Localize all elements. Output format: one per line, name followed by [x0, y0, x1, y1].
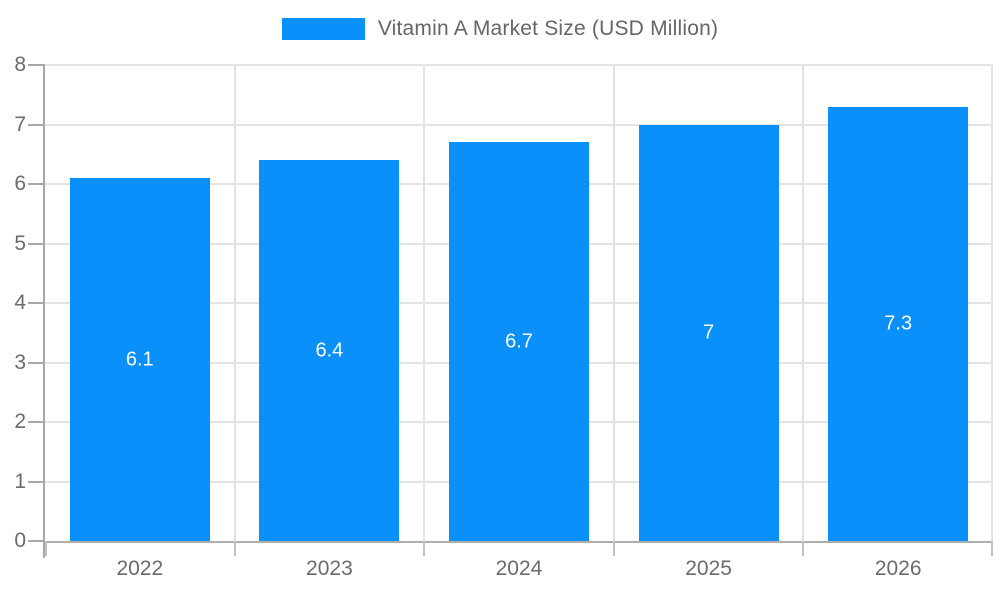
bar-2024[interactable]: 6.7: [448, 142, 589, 541]
y-axis-tick-mark: [28, 480, 45, 483]
gridline-y-8: [45, 64, 993, 66]
y-axis-tick-label: 0: [14, 529, 26, 552]
gridline-x-boundary: [423, 65, 426, 541]
gridline-x-boundary: [802, 65, 805, 541]
y-axis-tick-mark: [28, 361, 45, 364]
plot-area: 6.1 6.4 6.7 7 7.3: [43, 64, 993, 558]
x-axis-line: [45, 541, 993, 543]
y-axis-tick-mark: [28, 183, 45, 185]
bar-value-label: 7.3: [884, 312, 913, 335]
legend-swatch: [281, 18, 365, 40]
gridline-x-boundary: [612, 65, 615, 541]
y-axis-tick-mark: [28, 540, 45, 542]
x-axis-tick-mark: [991, 541, 993, 556]
x-axis-tick-mark: [612, 541, 615, 556]
gridline-x-boundary: [233, 65, 236, 541]
y-axis-tick-label: 8: [14, 53, 26, 76]
bar-value-label: 6.4: [315, 339, 344, 362]
bar-2023[interactable]: 6.4: [259, 160, 400, 541]
y-axis-line: [43, 65, 45, 558]
bar-2026[interactable]: 7.3: [828, 106, 969, 541]
y-axis-tick-label: 3: [14, 350, 26, 374]
x-axis-label-2025: 2025: [685, 557, 732, 580]
bar-2025[interactable]: 7: [638, 124, 779, 541]
y-axis-tick-mark: [28, 302, 45, 304]
gridline-x-boundary: [991, 65, 993, 541]
y-axis-tick-label: 6: [14, 172, 26, 195]
bar-value-label: 7: [703, 321, 715, 344]
x-axis-tick-mark: [802, 541, 805, 556]
x-axis-tick-mark: [423, 541, 426, 556]
y-axis-tick-mark: [28, 242, 45, 245]
gridline-y-7: [45, 123, 993, 126]
y-axis-tick-mark: [28, 64, 45, 66]
bar-value-label: 6.1: [125, 348, 154, 371]
x-axis-label-2024: 2024: [495, 557, 543, 580]
y-axis-tick-mark: [28, 123, 45, 126]
legend-label: Vitamin A Market Size (USD Million): [377, 17, 719, 40]
y-axis-tick-label: 1: [14, 469, 26, 493]
x-axis-label-2023: 2023: [306, 557, 353, 580]
x-axis-label-2022: 2022: [116, 557, 164, 580]
y-axis-tick-mark: [28, 421, 45, 423]
x-axis-tick-mark: [45, 541, 47, 556]
x-axis-tick-mark: [233, 541, 236, 556]
y-axis-tick-label: 4: [14, 291, 26, 314]
legend[interactable]: Vitamin A Market Size (USD Million): [0, 17, 1000, 41]
y-axis-tick-label: 7: [14, 112, 26, 136]
bar-value-label: 6.7: [505, 330, 533, 353]
bar-2022[interactable]: 6.1: [69, 178, 210, 541]
x-axis-label-2026: 2026: [874, 557, 922, 580]
y-axis-tick-label: 5: [14, 231, 26, 255]
y-axis-tick-label: 2: [14, 410, 26, 433]
